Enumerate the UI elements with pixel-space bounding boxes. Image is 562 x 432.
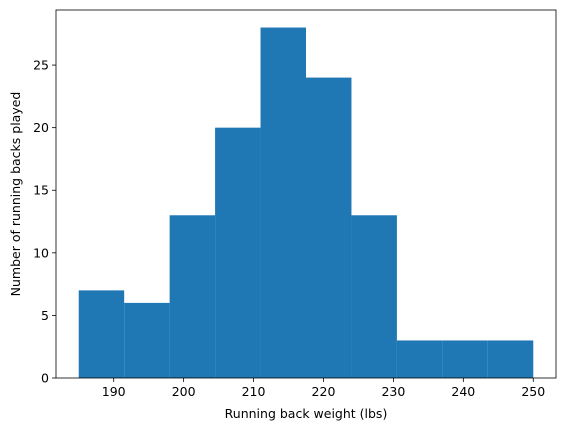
y-tick-label: 10 [33, 245, 49, 260]
y-tick-label: 5 [41, 308, 49, 323]
histogram-bar [396, 340, 443, 378]
x-tick-label: 200 [172, 384, 196, 399]
plot-frame [55, 9, 557, 379]
histogram-bar [169, 215, 216, 378]
histogram-bar [306, 77, 352, 379]
x-tick-label: 190 [102, 384, 126, 399]
histogram-bar [124, 302, 170, 378]
y-axis-label: Number of running backs played [8, 92, 23, 297]
y-tick-label: 25 [33, 58, 49, 73]
x-axis-ticks: 190 200 210 220 230 240 250 [102, 378, 545, 399]
x-tick-label: 210 [242, 384, 266, 399]
y-axis-ticks: 0 5 10 15 20 25 [33, 58, 56, 386]
x-tick-label: 250 [521, 384, 545, 399]
histogram-bar [442, 340, 488, 378]
histogram-bar [260, 27, 306, 379]
bars-group [78, 27, 534, 379]
x-axis-label: Running back weight (lbs) [225, 406, 388, 421]
histogram-bar [215, 127, 261, 378]
y-tick-label: 15 [33, 183, 49, 198]
y-tick-label: 0 [41, 371, 49, 386]
y-tick-label: 20 [33, 120, 49, 135]
histogram-bar [78, 290, 125, 378]
x-tick-label: 240 [451, 384, 475, 399]
x-tick-label: 220 [312, 384, 336, 399]
histogram-bar [487, 340, 534, 378]
x-tick-label: 230 [381, 384, 405, 399]
histogram-bar [351, 215, 397, 378]
